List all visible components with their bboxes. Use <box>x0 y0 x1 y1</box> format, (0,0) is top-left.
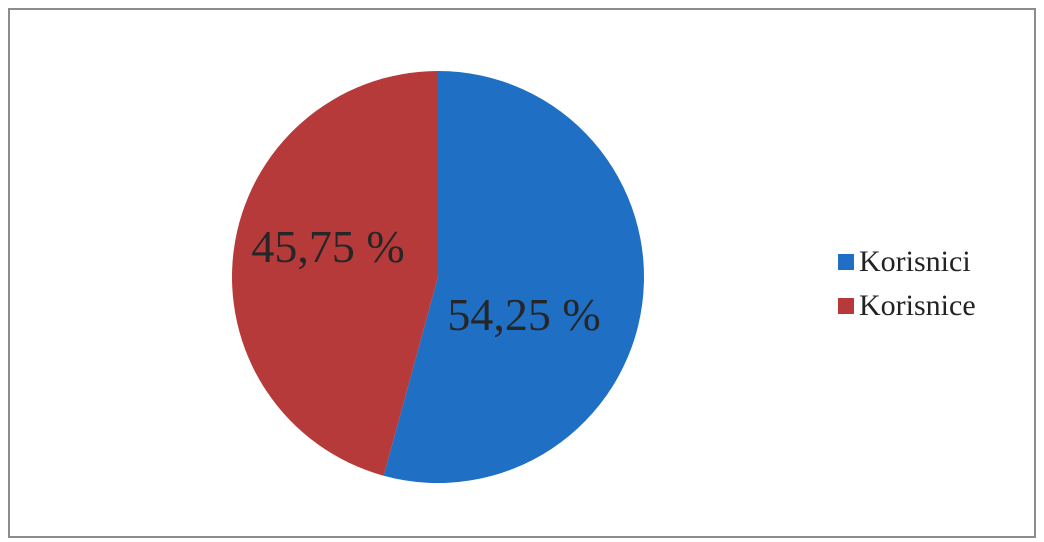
legend: Korisnici Korisnice <box>838 240 976 328</box>
slice-label-korisnici: 54,25 % <box>447 289 600 340</box>
pie-slices <box>231 71 644 483</box>
legend-swatch-korisnici <box>838 254 854 270</box>
legend-label-korisnice: Korisnice <box>859 289 976 322</box>
legend-swatch-korisnice <box>838 298 854 314</box>
slice-label-korisnice: 45,75 % <box>251 221 404 272</box>
legend-item-korisnici: Korisnici <box>838 240 976 284</box>
legend-item-korisnice: Korisnice <box>838 284 976 328</box>
pie-slice-korisnice <box>231 71 438 476</box>
pie-slice-korisnici <box>383 71 644 483</box>
legend-label-korisnici: Korisnici <box>859 245 971 278</box>
